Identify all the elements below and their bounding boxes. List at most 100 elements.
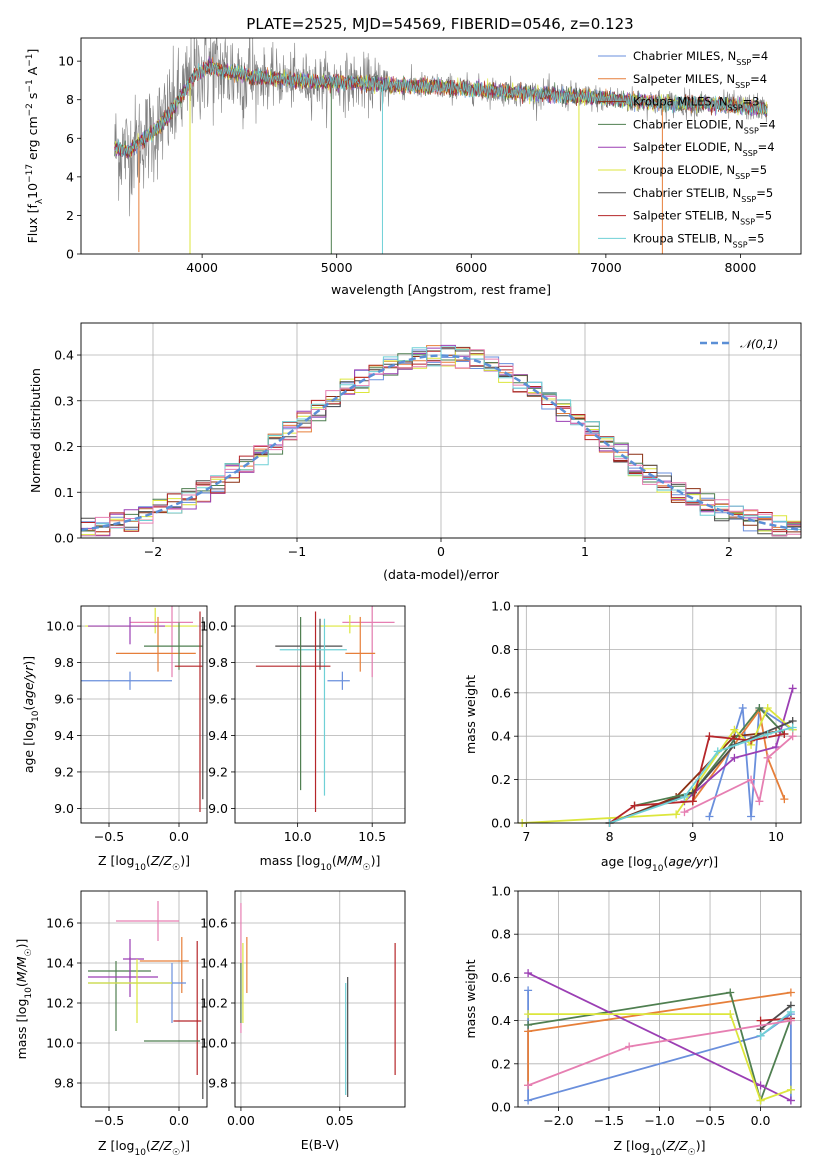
histograms	[81, 344, 801, 537]
weight-point	[524, 1081, 533, 1090]
error-bars	[255, 606, 395, 813]
x-axis-label: E(B-V)	[301, 1137, 340, 1152]
weight-point	[788, 684, 797, 693]
error-bar	[144, 622, 203, 670]
residuals-panel: −2 −1 0 1 2 0.0 0.1 0.2 0.3 0.4 𝒩(0,1) (data-model)…	[28, 322, 802, 582]
x-tick-label: −1	[288, 544, 306, 559]
y-tick-label: 10.4	[200, 956, 228, 971]
y-tick-label: 9.8	[54, 655, 74, 670]
y-tick-label: 10.0	[200, 619, 228, 634]
y-tick-label: 10.0	[46, 619, 74, 634]
y-axis-label: age [log10(age/yr)]	[21, 656, 41, 773]
x-tick-label: 5000	[321, 260, 353, 275]
y-tick-label: 6	[66, 131, 74, 146]
y-tick-label: 10.4	[46, 956, 74, 971]
weight-point	[763, 753, 772, 762]
y-tick-label: 10.6	[46, 916, 74, 931]
y-axis-label: Flux [fλ10−17 erg cm−2 s−1 A−1]	[25, 49, 45, 244]
x-axis-label: Z [log10(Z/Z☉)]	[98, 853, 190, 873]
y-tick-label: 10	[58, 54, 74, 69]
axes-frame	[80, 322, 802, 539]
weight-series-salpeter-stelib	[609, 733, 785, 824]
x-tick-label: 8	[606, 829, 614, 844]
spectrum-data	[114, 38, 768, 217]
axes-frame	[517, 605, 802, 824]
x-tick-label: 10.5	[358, 829, 386, 844]
error-bar	[342, 606, 395, 678]
x-axis-label: age [log10(age/yr)]	[601, 854, 718, 874]
axes-frame	[80, 605, 208, 824]
error-bars	[88, 901, 204, 1099]
error-bar	[275, 618, 343, 670]
normal-curve	[81, 354, 801, 532]
weight-point	[786, 1096, 795, 1105]
y-axis-label: mass weight	[463, 675, 478, 754]
error-bars	[81, 606, 204, 813]
weight-point	[755, 703, 764, 712]
y-tick-label: 9.4	[54, 728, 74, 743]
figure-title: PLATE=2525, MJD=54569, FIBERID=0546, z=0…	[246, 15, 633, 33]
weight-point	[786, 1085, 795, 1094]
weight_vs_Z-grid	[518, 890, 801, 1108]
y-tick-label: 0.3	[54, 393, 74, 408]
y-tick-label: 9.8	[208, 1076, 228, 1091]
y-tick-label: 0.1	[54, 485, 74, 500]
y-tick-label: 9.8	[54, 1076, 74, 1091]
x-tick-label: 0.0	[169, 1113, 189, 1128]
y-tick-label: 0.0	[491, 1100, 511, 1115]
weight-point	[524, 969, 533, 978]
weight-point	[730, 753, 739, 762]
axes-frame	[517, 890, 802, 1108]
y-tick-label: 0.0	[491, 816, 511, 831]
legend-label: Chabrier MILES, NSSP=4	[633, 49, 768, 67]
error-bar	[173, 941, 202, 1075]
legend-label: Salpeter STELIB, NSSP=5	[633, 209, 772, 227]
error-bar	[320, 615, 361, 634]
weight-point	[726, 1010, 735, 1019]
weight-point	[705, 812, 714, 821]
weight-point	[705, 732, 714, 741]
weight-point	[730, 725, 739, 734]
error-bar	[116, 901, 179, 941]
weight-series-chabrier-elodie	[634, 706, 786, 807]
y-tick-label: 10.2	[200, 996, 228, 1011]
age-vs-Z-panel: −0.5 0.0 9.0 9.2 9.4 9.6 9.8 10.0 Z [log10(Z/Z☉)…	[21, 605, 208, 873]
y-tick-label: 9.8	[208, 655, 228, 670]
x-tick-label: 6000	[455, 260, 487, 275]
y-tick-label: 0.8	[491, 927, 511, 942]
spectrum-panel: 4000 5000 6000 7000 8000 0 2 4 6 8 10 Chabrier MILE…	[25, 37, 802, 297]
y-tick-label: 0.2	[54, 439, 74, 454]
y-tick-label: 9.4	[208, 728, 228, 743]
y-tick-label: 4	[66, 169, 74, 184]
model-line-kroupa-stelib	[114, 62, 768, 156]
weight-point	[524, 1010, 533, 1019]
legend-label: 𝒩(0,1)	[740, 337, 778, 351]
weight-point	[747, 812, 756, 821]
y-tick-label: 0	[66, 247, 74, 262]
y-tick-label: 9.6	[54, 692, 74, 707]
y-tick-label: 0.2	[491, 772, 511, 787]
error-bar	[88, 959, 172, 1023]
y-tick-label: 0.4	[491, 729, 511, 744]
weight-point	[756, 1031, 765, 1040]
weight-vs-Z-panel: −2.0 −1.5 −1.0 −0.5 0.0 0.0 0.2 0.4 0.6 0.8 1.0 Z […	[463, 884, 802, 1158]
weight-point	[747, 775, 756, 784]
weight-point	[780, 730, 789, 739]
y-axis-label: mass weight	[463, 959, 478, 1038]
weight-point	[786, 988, 795, 997]
legend-label: Salpeter MILES, NSSP=4	[633, 72, 767, 90]
weight-point	[763, 730, 772, 739]
x-tick-label: −2	[144, 544, 162, 559]
mass-vs-EBV-panel: 0.00 0.05 9.8 10.0 10.2 10.4 10.6 E(B-V)	[200, 890, 406, 1152]
x-tick-label: −1.0	[644, 1113, 674, 1128]
x-tick-label: 0.0	[169, 829, 189, 844]
x-tick-label: 0	[437, 544, 445, 559]
mass-vs-Z-panel: −0.5 0.0 9.8 10.0 10.2 10.4 10.6 Z [log10(Z/Z☉)…	[14, 890, 208, 1158]
x-axis-label: (data-model)/error	[383, 567, 500, 582]
weight-point	[524, 1020, 533, 1029]
y-tick-label: 9.2	[208, 764, 228, 779]
weight-point	[680, 792, 689, 801]
x-tick-label: 0.05	[326, 1113, 354, 1128]
y-axis-label: Normed distribution	[28, 368, 43, 493]
